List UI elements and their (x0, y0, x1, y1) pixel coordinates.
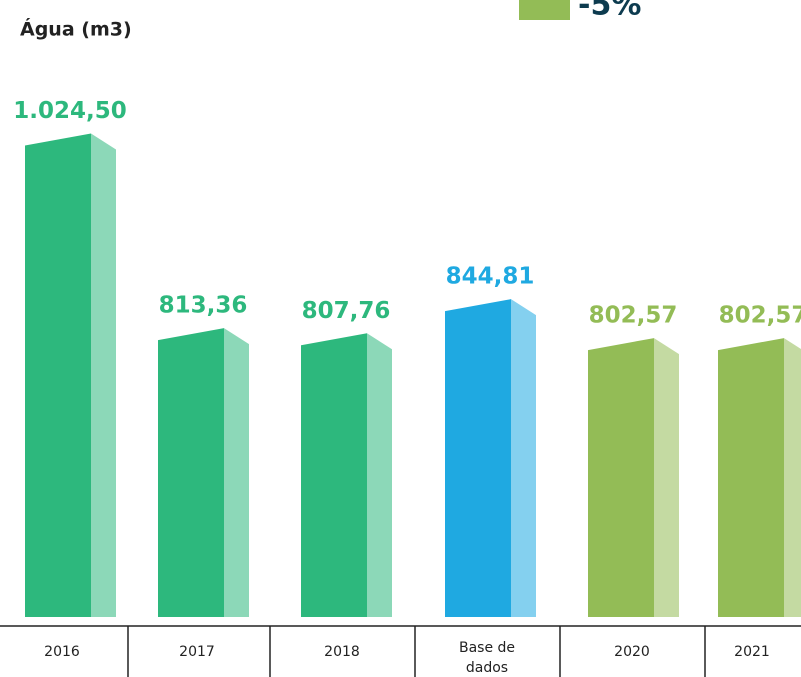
value-label: 802,57 (719, 303, 801, 329)
bar-front (25, 133, 91, 618)
bar-side (224, 328, 249, 617)
x-tick-label: 2021 (734, 644, 770, 660)
bar (588, 338, 679, 617)
x-tick-label: 2018 (324, 644, 360, 660)
value-label: 802,57 (589, 303, 678, 329)
value-label: 1.024,50 (13, 98, 127, 124)
bar (445, 299, 536, 617)
bar-front (588, 338, 654, 617)
chart-title: Água (m3) (20, 18, 132, 41)
bar (718, 338, 801, 617)
x-tick-label: 2016 (44, 644, 80, 660)
bar (158, 328, 249, 617)
legend-swatch (519, 0, 570, 20)
bar-front (445, 299, 511, 617)
bar-side (654, 338, 679, 617)
x-tick-label: Base de dados (459, 640, 515, 676)
bar-side (784, 338, 801, 617)
bar (25, 133, 116, 618)
bar-front (301, 333, 367, 617)
value-label: 844,81 (446, 264, 535, 290)
bar-side (511, 299, 536, 617)
legend-label: -5% (578, 0, 641, 23)
bar-side (367, 333, 392, 617)
value-label: 813,36 (159, 293, 248, 319)
bar-side (91, 133, 116, 618)
bar (301, 333, 392, 617)
bar-front (718, 338, 784, 617)
x-tick-label: 2017 (179, 644, 215, 660)
value-label: 807,76 (302, 298, 391, 324)
bar-front (158, 328, 224, 617)
x-tick-label: 2020 (614, 644, 650, 660)
